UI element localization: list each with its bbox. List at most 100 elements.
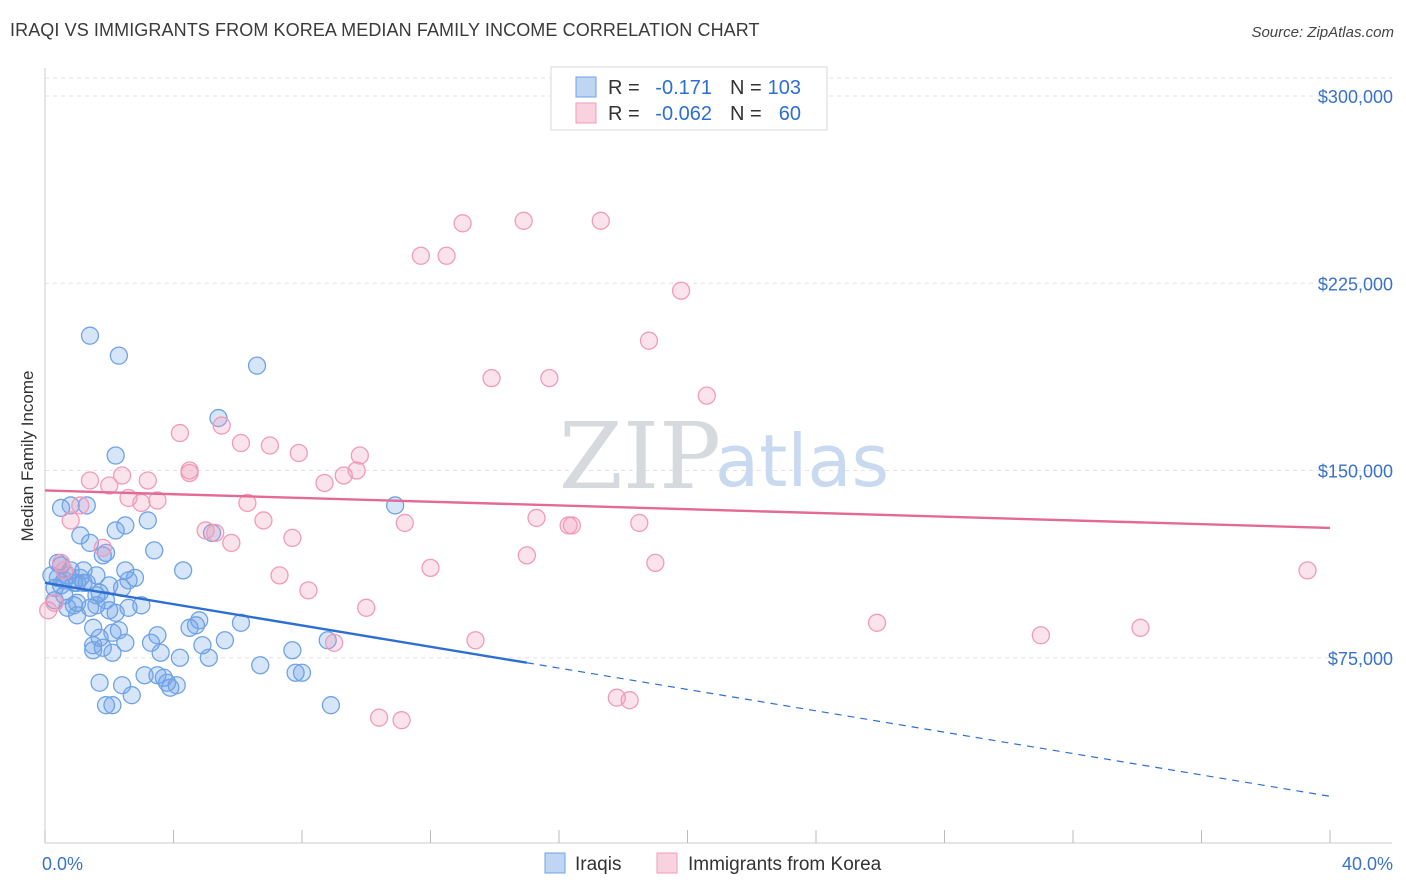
legend-bottom-swatch-korea <box>656 852 678 874</box>
legend-r-value: -0.062 <box>655 103 712 125</box>
data-point <box>357 598 376 617</box>
data-point <box>93 546 112 565</box>
y-tick-label: $300,000 <box>1318 87 1393 107</box>
data-point <box>671 281 691 300</box>
y-axis-title: Median Family Income <box>18 370 37 541</box>
axes <box>44 68 1392 844</box>
data-point <box>173 561 193 580</box>
data-point <box>321 696 341 715</box>
data-point <box>61 511 80 530</box>
data-point <box>392 711 411 730</box>
data-point <box>45 593 64 612</box>
data-point <box>106 446 125 465</box>
data-point <box>212 416 231 435</box>
data-point <box>71 526 90 545</box>
data-point <box>697 386 716 405</box>
data-point <box>87 566 106 585</box>
data-point <box>180 463 199 483</box>
data-point <box>71 496 90 515</box>
y-tick-label: $75,000 <box>1328 649 1393 669</box>
data-point <box>206 523 225 543</box>
data-point <box>238 493 257 513</box>
chart-title: IRAQI VS IMMIGRANTS FROM KOREA MEDIAN FA… <box>10 20 760 40</box>
series-iraqis <box>42 326 405 715</box>
data-point <box>148 626 167 645</box>
legend-top: R = -0.171 N = 103 R = -0.062 N = 60 <box>550 66 828 131</box>
data-point <box>620 691 639 710</box>
data-point <box>283 641 302 660</box>
data-point <box>350 446 369 465</box>
data-point <box>347 461 366 480</box>
data-point <box>100 476 119 495</box>
legend-r-label: R = <box>608 103 640 125</box>
data-point <box>517 546 537 565</box>
data-point <box>135 666 154 685</box>
data-point <box>132 596 151 615</box>
data-point <box>170 423 190 443</box>
data-point <box>254 511 273 530</box>
data-point <box>151 643 170 662</box>
data-point <box>55 561 74 580</box>
data-point <box>466 631 485 650</box>
data-point <box>125 568 145 588</box>
watermark-atlas: atlas <box>715 419 889 503</box>
x-tick-labels: 0.0% 40.0% <box>42 854 1393 874</box>
data-point <box>138 471 157 490</box>
data-point <box>138 511 157 530</box>
data-point <box>251 656 270 675</box>
data-point <box>222 533 241 553</box>
legend-r-value: -0.171 <box>655 77 712 99</box>
legend-swatch-iraqis <box>575 76 597 98</box>
data-point <box>103 643 122 662</box>
data-point <box>299 581 318 600</box>
legend-bottom-swatch-iraqis <box>544 852 566 874</box>
data-point <box>39 601 58 620</box>
data-point <box>170 648 190 667</box>
trend-line <box>44 581 528 664</box>
data-point <box>421 558 440 578</box>
data-point <box>106 521 125 540</box>
data-point <box>96 543 116 563</box>
data-point <box>116 561 135 580</box>
data-point <box>1298 561 1317 580</box>
data-point <box>630 513 649 533</box>
data-point <box>646 553 665 573</box>
x-tick-label: 0.0% <box>42 854 83 874</box>
watermark-zip: ZIP <box>559 403 721 510</box>
y-tick-labels: $75,000 $150,000 $225,000 $300,000 <box>1318 87 1393 669</box>
data-point <box>315 473 334 493</box>
legend-n-label: N = <box>730 103 762 125</box>
legend-swatch-korea <box>575 102 597 124</box>
data-point <box>103 696 122 715</box>
data-point <box>395 513 414 533</box>
series-korea <box>39 211 1317 730</box>
data-point <box>148 491 167 510</box>
data-point <box>199 648 218 667</box>
data-point <box>247 356 267 375</box>
data-point <box>61 496 80 515</box>
data-point <box>867 613 887 632</box>
data-point <box>540 368 559 388</box>
trend-lines <box>44 489 1331 797</box>
data-point <box>453 214 472 233</box>
legend-r-label: R = <box>608 77 640 99</box>
legend-n-value: 60 <box>779 103 801 125</box>
data-point <box>562 516 581 535</box>
data-point <box>283 528 302 548</box>
data-point <box>109 346 129 365</box>
data-point <box>231 433 251 453</box>
data-point <box>292 663 312 682</box>
data-point <box>1031 626 1051 645</box>
data-point <box>1131 618 1150 637</box>
data-point <box>270 566 289 585</box>
legend-bottom: Iraqis Immigrants from Korea <box>544 852 882 875</box>
data-point <box>132 493 151 513</box>
chart-source: Source: ZipAtlas.com <box>1251 24 1394 41</box>
trend-line-extension <box>526 662 1331 797</box>
legend-bottom-label-iraqis: Iraqis <box>575 854 621 875</box>
data-point <box>514 211 533 230</box>
data-point <box>112 466 132 485</box>
data-point <box>190 611 209 630</box>
data-point <box>80 326 100 345</box>
